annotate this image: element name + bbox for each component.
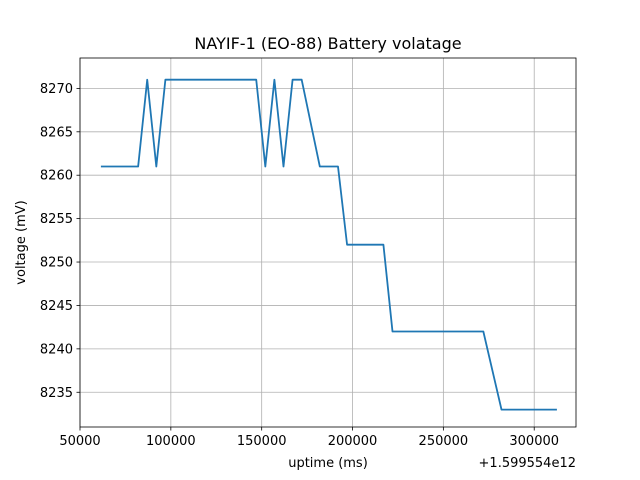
- y-tick-label: 8255: [40, 212, 73, 227]
- y-tick-label: 8240: [40, 342, 73, 357]
- y-axis-title: voltage (mV): [14, 200, 29, 284]
- series-layer: [100, 78, 557, 411]
- y-axis: 8235 8240 8245 8250 8255 8260 8265 8270: [40, 82, 80, 401]
- plot-frame: [79, 57, 577, 428]
- y-tick-label: 8250: [40, 256, 73, 271]
- x-axis-offset-label: +1.599554e12: [479, 456, 576, 471]
- x-tick-label: 100000: [146, 434, 196, 449]
- x-tick-label: 250000: [419, 434, 469, 449]
- grid: [79, 58, 576, 427]
- y-tick-label: 8245: [40, 299, 73, 314]
- x-axis-title: uptime (ms): [288, 456, 368, 471]
- x-tick-label: 50000: [59, 434, 100, 449]
- x-axis: 50000 100000 150000 200000 250000 300000: [59, 427, 559, 449]
- y-tick-label: 8270: [40, 82, 73, 97]
- x-tick-label: 200000: [328, 434, 378, 449]
- y-tick-label: 8235: [40, 386, 73, 401]
- y-tick-label: 8265: [40, 125, 73, 140]
- voltage-series-line: [100, 78, 557, 411]
- x-tick-label: 300000: [509, 434, 559, 449]
- y-tick-label: 8260: [40, 169, 73, 184]
- chart-title: NAYIF-1 (EO-88) Battery volatage: [194, 34, 461, 53]
- x-tick-label: 150000: [237, 434, 287, 449]
